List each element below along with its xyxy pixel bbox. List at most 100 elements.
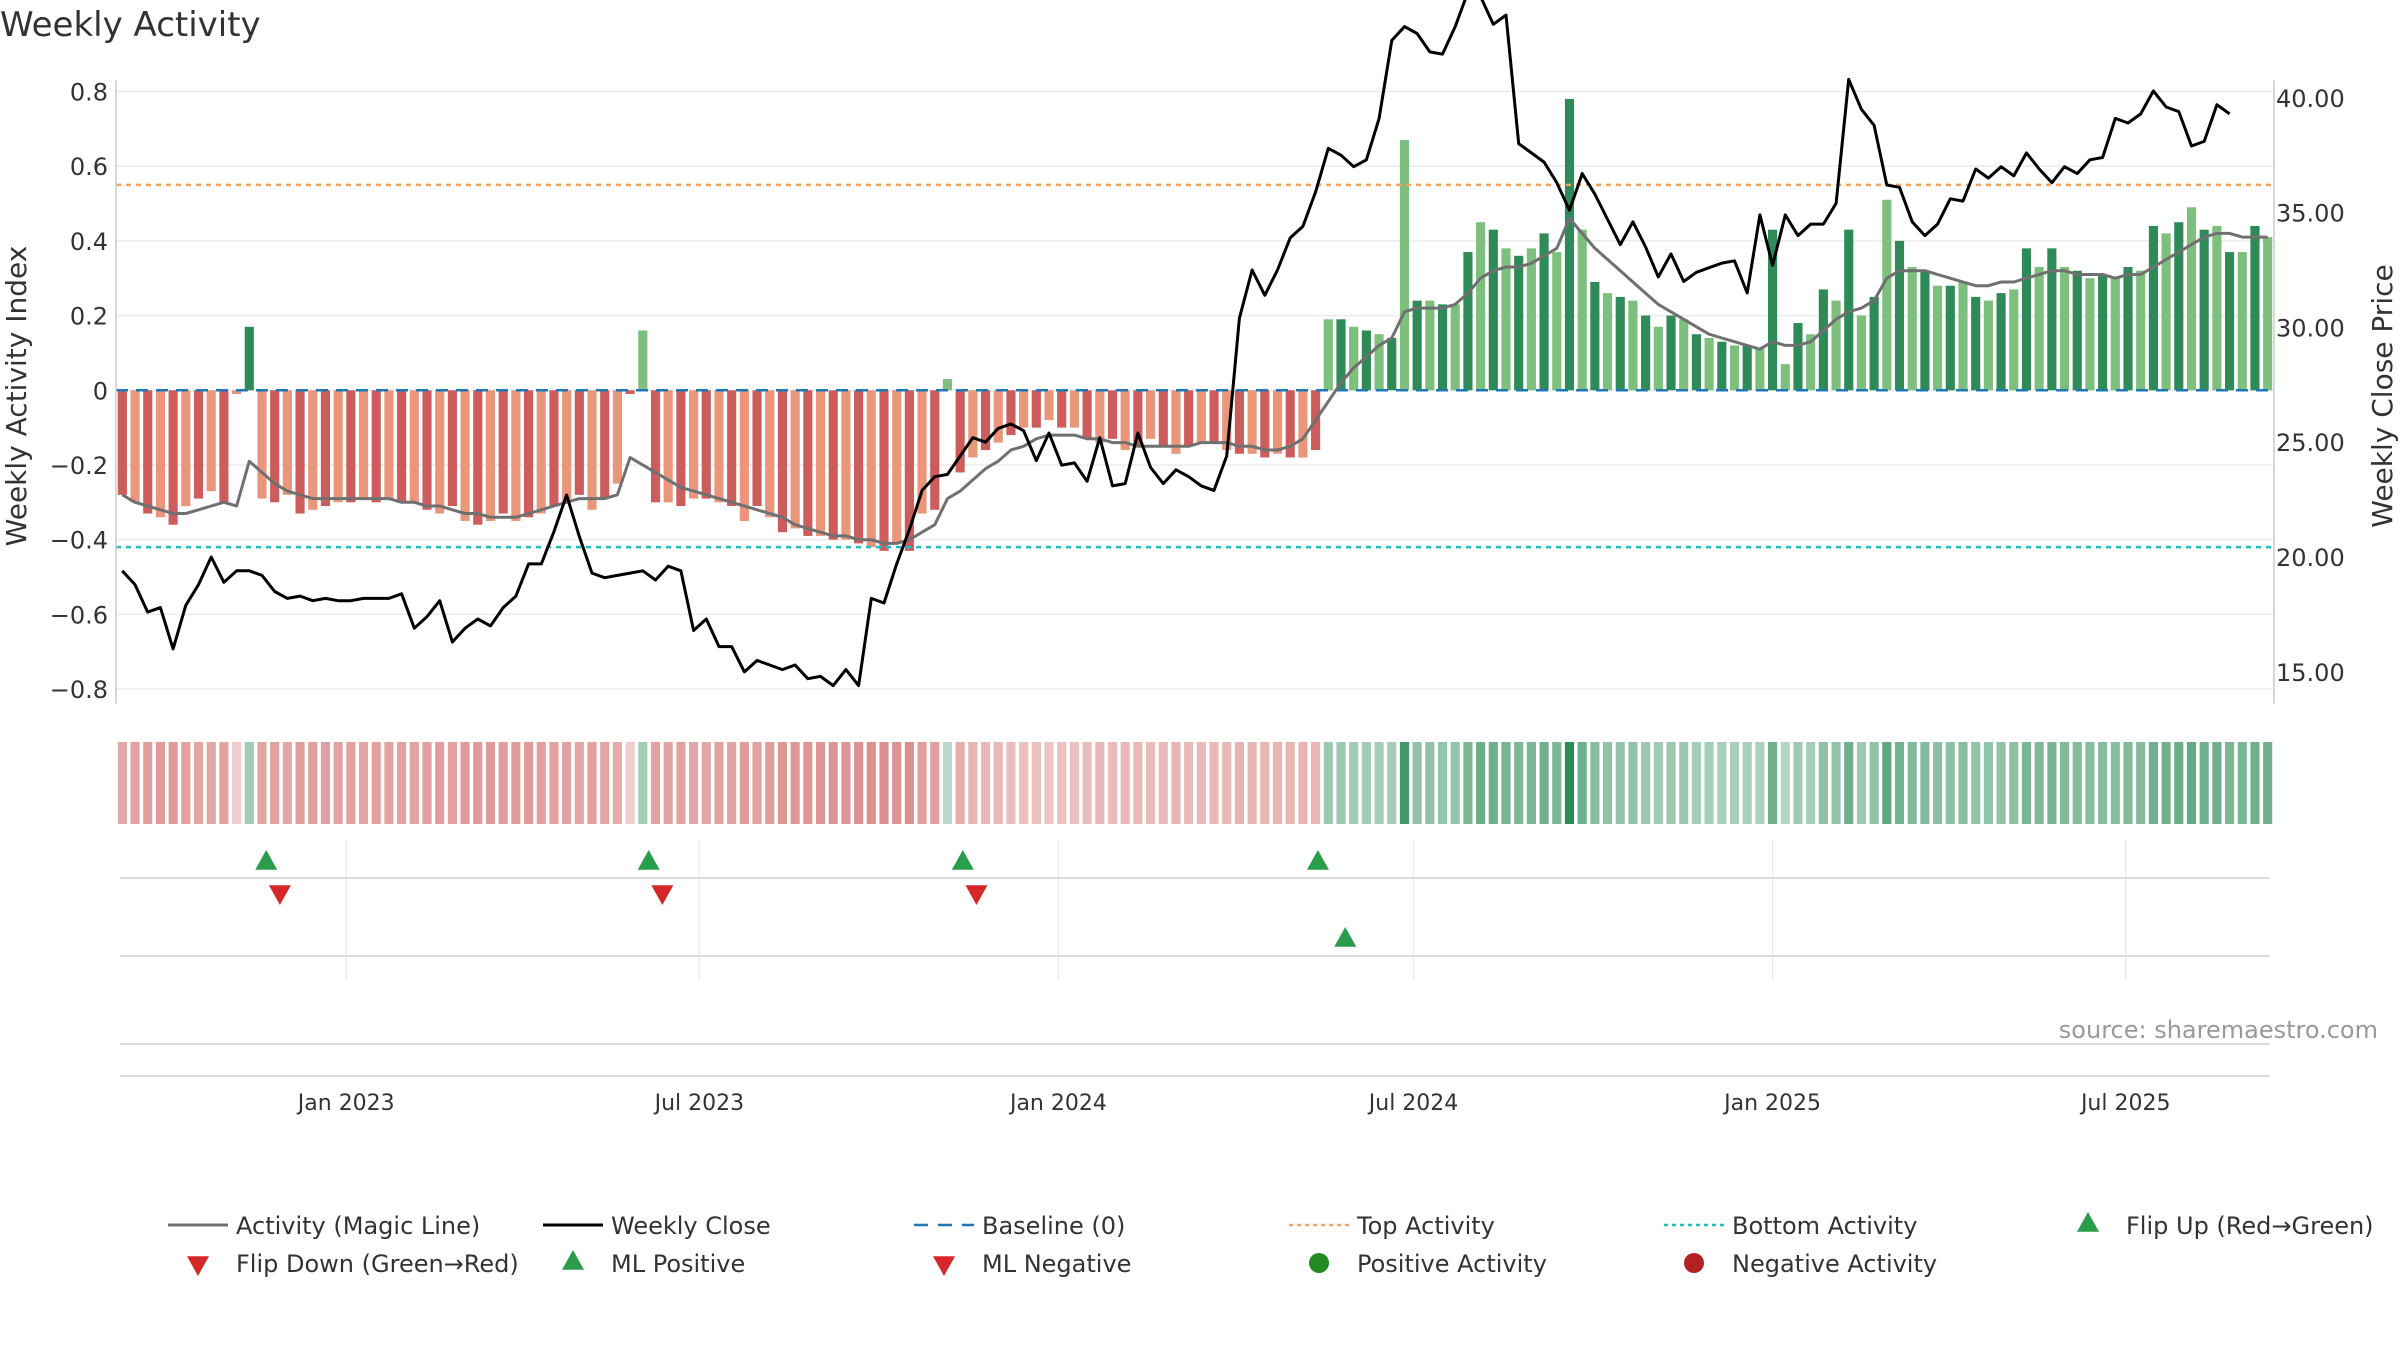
- activity-bar: [1933, 285, 1943, 391]
- axes: −0.8 −0.6 −0.4 −0.2 0 0.2 0.4 0.6 0.8 15.00 20.00 2…: [50, 78, 2345, 1116]
- activity-bar: [1260, 390, 1270, 458]
- strip-cell: [1755, 742, 1765, 824]
- strip-cell: [574, 742, 584, 824]
- activity-bar: [460, 390, 470, 521]
- strip-cell: [930, 742, 940, 824]
- activity-bar: [854, 390, 864, 544]
- strip-cell: [384, 742, 394, 824]
- strip-cell: [1019, 742, 1029, 824]
- ml-negative-marker: [965, 885, 988, 905]
- series-lines: [116, 0, 2274, 688]
- activity-bar: [473, 390, 483, 525]
- strip-cell: [1628, 742, 1638, 824]
- activity-bar: [917, 390, 927, 514]
- activity-bar: [523, 390, 534, 518]
- activity-bar: [498, 390, 508, 514]
- activity-bar: [143, 390, 153, 514]
- strip-cell: [1298, 742, 1308, 824]
- strip-cell: [1082, 742, 1092, 824]
- strip-cell: [511, 742, 521, 824]
- strip-cell: [1564, 742, 1575, 824]
- activity-bar: [117, 390, 127, 495]
- strip-cell: [1057, 742, 1067, 824]
- activity-bar: [2174, 222, 2184, 391]
- activity-bar: [2059, 267, 2070, 391]
- activity-bar: [574, 390, 584, 495]
- ml-negative-marker: [268, 885, 291, 905]
- strip-cell: [993, 742, 1003, 824]
- strip-cell: [1641, 742, 1651, 824]
- strip-cell: [143, 742, 153, 824]
- activity-bar: [765, 390, 775, 518]
- activity-bar: [790, 390, 800, 529]
- strip-cell: [2009, 742, 2019, 824]
- activity-bar: [1920, 270, 1930, 391]
- activity-bar: [1526, 248, 1536, 391]
- activity-bar: [1247, 390, 1257, 454]
- activity-bar: [549, 390, 559, 507]
- strip-cell: [841, 742, 851, 824]
- legend-swatch: [2077, 1212, 2099, 1232]
- strip-cell: [1120, 742, 1130, 824]
- activity-bar: [1450, 304, 1460, 391]
- strip-cell: [1818, 742, 1828, 824]
- strip-cell: [1831, 742, 1841, 824]
- activity-bar: [1463, 252, 1473, 391]
- strip-cell: [333, 742, 343, 824]
- x-tick-label: Jan 2025: [1722, 1091, 1821, 1116]
- y-tick-label: 0.8: [70, 78, 108, 106]
- activity-bar: [600, 390, 610, 499]
- strip-cell: [625, 742, 635, 824]
- strip-cell: [1196, 742, 1206, 824]
- x-tick-label: Jan 2023: [296, 1091, 395, 1116]
- strip-cell: [2237, 742, 2247, 824]
- strip-cell: [917, 742, 927, 824]
- strip-cell: [562, 742, 572, 824]
- activity-bar: [2085, 278, 2095, 391]
- legend-label: Positive Activity: [1357, 1250, 1547, 1278]
- y2-tick-label: 15.00: [2276, 659, 2345, 687]
- legend-item: Flip Down (Green→Red): [187, 1250, 519, 1278]
- activity-bar: [1184, 390, 1194, 447]
- activity-bar: [1818, 289, 1828, 391]
- strip-cell: [155, 742, 165, 824]
- strip-cell: [1704, 742, 1714, 824]
- activity-bar: [1958, 281, 1968, 391]
- y-tick-label: 0.6: [70, 153, 108, 181]
- strip-cell: [1971, 742, 1981, 824]
- activity-bar: [511, 390, 521, 521]
- activity-bar: [2072, 270, 2082, 391]
- strip-cell: [777, 742, 788, 824]
- activity-bar: [1628, 300, 1638, 391]
- legend-swatch: [933, 1256, 955, 1276]
- strip-cell: [1412, 742, 1422, 824]
- activity-bar: [1653, 326, 1663, 391]
- activity-bar: [1387, 337, 1397, 391]
- activity-bar: [1780, 364, 1790, 391]
- activity-bar: [193, 390, 204, 499]
- strip-cell: [980, 742, 991, 824]
- strip-cell: [1349, 742, 1359, 824]
- activity-bar: [2009, 289, 2019, 391]
- activity-bar: [2263, 237, 2273, 391]
- y2-tick-label: 20.00: [2276, 544, 2345, 572]
- activity-bar: [689, 390, 699, 499]
- strip-cell: [1666, 742, 1676, 824]
- strip-cell: [1387, 742, 1397, 824]
- activity-bar: [1755, 349, 1765, 391]
- activity-bar: [676, 390, 686, 507]
- activity-bar: [1336, 319, 1346, 391]
- activity-bar: [1894, 240, 1905, 391]
- ml-positive-marker: [255, 850, 278, 870]
- activity-bar: [1907, 267, 1917, 391]
- activity-bar: [942, 379, 953, 391]
- y2-tick-label: 30.00: [2276, 314, 2345, 342]
- legend-swatch: [187, 1256, 209, 1276]
- activity-bar: [295, 390, 305, 514]
- activity-bar: [1945, 285, 1955, 391]
- strip-cell: [1793, 742, 1803, 824]
- activity-bar: [1082, 390, 1092, 439]
- strip-cell: [206, 742, 216, 824]
- strip-cell: [1133, 742, 1143, 824]
- activity-bar: [1069, 390, 1079, 428]
